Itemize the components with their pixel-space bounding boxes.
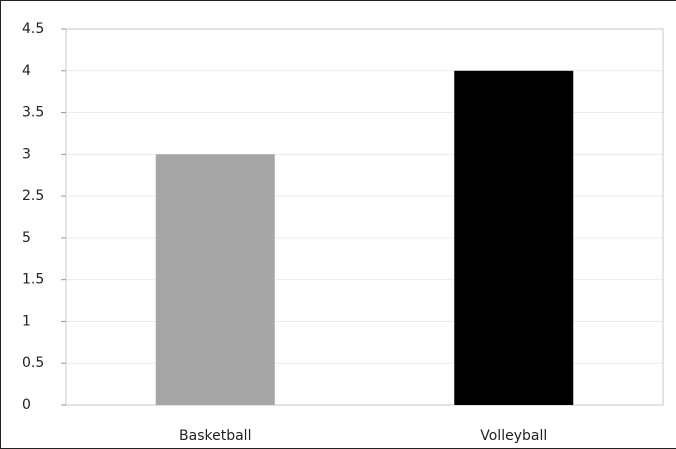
y-tick-label: 2.5: [22, 188, 44, 204]
y-tick-label: 0: [22, 397, 31, 413]
y-axis: 0 0.5 1 1.5 5 2.5 3 3.5 4 4.5: [22, 21, 66, 413]
y-tick-label: 4.5: [22, 21, 44, 37]
y-tick-label: 3.5: [22, 105, 44, 121]
y-tick-label: 3: [22, 146, 31, 162]
y-tick-label: 1: [22, 313, 31, 329]
x-axis: Basketball Volleyball: [179, 428, 547, 444]
x-tick-label: Basketball: [179, 428, 251, 444]
bar-volleyball: [454, 70, 574, 406]
bars: [155, 70, 574, 406]
y-tick-label: 4: [22, 63, 31, 79]
x-tick-label: Volleyball: [480, 428, 547, 444]
y-tick-label: 5: [22, 230, 31, 246]
y-tick-label: 0.5: [22, 355, 44, 371]
bar-basketball: [155, 154, 275, 405]
plot-area-border: [65, 28, 664, 406]
y-tick-label: 1.5: [22, 272, 44, 288]
gridlines: [66, 28, 663, 406]
